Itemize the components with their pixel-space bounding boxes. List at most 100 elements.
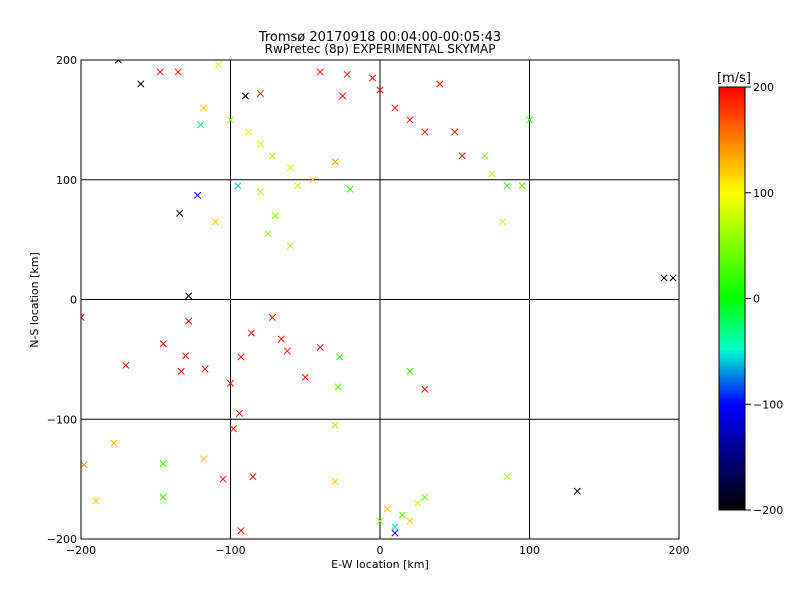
data-point bbox=[137, 80, 145, 88]
data-point bbox=[309, 176, 317, 184]
data-point bbox=[391, 529, 399, 537]
x-tick-label: 100 bbox=[519, 544, 540, 557]
data-point bbox=[159, 340, 167, 348]
data-point bbox=[159, 460, 167, 468]
data-point bbox=[277, 335, 285, 343]
data-point bbox=[406, 517, 414, 525]
data-point bbox=[669, 274, 677, 282]
y-tick-label: 100 bbox=[56, 174, 77, 187]
data-point bbox=[421, 493, 429, 501]
data-point bbox=[346, 185, 354, 193]
data-point bbox=[201, 365, 209, 373]
data-point bbox=[336, 353, 344, 361]
data-point bbox=[182, 352, 190, 360]
data-point bbox=[413, 499, 421, 507]
data-point bbox=[331, 421, 339, 429]
data-point bbox=[185, 292, 193, 300]
x-tick-label: 200 bbox=[669, 544, 690, 557]
data-point bbox=[331, 477, 339, 486]
data-point bbox=[197, 121, 205, 129]
data-point bbox=[237, 353, 245, 361]
data-point bbox=[503, 473, 511, 481]
data-point bbox=[286, 164, 294, 172]
data-point bbox=[406, 116, 414, 124]
data-point bbox=[368, 74, 377, 82]
y-axis: −200 −100 0 100 200 bbox=[47, 54, 77, 546]
y-axis-label: N-S location [km] bbox=[28, 252, 41, 348]
y-tick-label: 200 bbox=[56, 54, 77, 67]
data-point bbox=[256, 188, 264, 196]
data-point bbox=[264, 230, 272, 238]
x-axis: −200 −100 0 100 200 bbox=[66, 544, 690, 557]
data-point bbox=[488, 170, 496, 178]
chart-title: Tromsø 20170918 00:04:00-00:05:43 bbox=[258, 30, 501, 45]
data-point bbox=[234, 182, 242, 190]
data-point bbox=[268, 152, 276, 160]
colorbar-tick-label: −100 bbox=[753, 398, 783, 411]
data-point bbox=[235, 409, 244, 417]
data-point bbox=[376, 86, 384, 94]
data-point bbox=[391, 523, 399, 531]
data-point bbox=[226, 116, 235, 124]
data-point bbox=[241, 92, 250, 100]
data-point bbox=[122, 361, 130, 369]
data-point bbox=[316, 343, 324, 351]
y-tick-label: −100 bbox=[47, 413, 77, 426]
chart-subtitle: RwPretec (8p) EXPERIMENTAL SKYMAP bbox=[265, 42, 496, 56]
data-point bbox=[159, 493, 167, 501]
data-point bbox=[268, 313, 276, 322]
data-point bbox=[334, 383, 342, 391]
x-tick-label: −100 bbox=[215, 544, 245, 557]
data-point bbox=[194, 191, 202, 199]
plot-frame bbox=[80, 59, 680, 540]
data-point bbox=[249, 473, 257, 481]
data-point bbox=[660, 274, 668, 282]
data-point bbox=[200, 104, 208, 112]
colorbar-tick-label: 100 bbox=[753, 187, 774, 200]
data-point bbox=[200, 455, 208, 463]
data-point bbox=[256, 140, 264, 148]
data-point bbox=[174, 68, 182, 76]
colorbar-label: [m/s] bbox=[717, 71, 751, 86]
data-point bbox=[244, 128, 252, 136]
data-point bbox=[283, 347, 291, 355]
data-point bbox=[81, 313, 85, 322]
data-point bbox=[316, 68, 324, 76]
data-point bbox=[421, 385, 429, 393]
y-tick-label: −200 bbox=[47, 533, 77, 546]
data-point bbox=[211, 218, 220, 226]
data-point bbox=[525, 116, 534, 124]
x-axis-label: E-W location [km] bbox=[331, 558, 429, 571]
data-point bbox=[406, 367, 414, 375]
data-point bbox=[499, 218, 507, 226]
colorbar-ticks: 200 100 0 −100 −200 bbox=[745, 81, 783, 517]
colorbar-tick-label: 0 bbox=[753, 293, 760, 306]
data-point bbox=[177, 367, 185, 375]
data-point bbox=[343, 70, 351, 78]
data-points bbox=[81, 60, 677, 537]
data-point bbox=[81, 461, 88, 469]
data-point bbox=[331, 158, 339, 166]
data-point bbox=[156, 68, 164, 76]
data-point bbox=[481, 152, 489, 160]
data-point bbox=[247, 329, 255, 337]
grid-lines bbox=[81, 60, 679, 539]
data-point bbox=[518, 182, 526, 190]
data-point bbox=[214, 61, 223, 69]
data-point bbox=[301, 373, 309, 381]
data-point bbox=[398, 511, 406, 519]
data-point bbox=[451, 128, 459, 136]
data-point bbox=[114, 60, 122, 64]
data-point bbox=[286, 242, 294, 250]
data-point bbox=[229, 425, 238, 433]
data-point bbox=[226, 379, 235, 387]
data-point bbox=[110, 439, 118, 447]
y-tick-label: 0 bbox=[70, 294, 77, 307]
data-point bbox=[185, 317, 193, 325]
data-point bbox=[256, 89, 264, 98]
data-point bbox=[503, 182, 511, 190]
data-point bbox=[436, 80, 444, 88]
data-point bbox=[219, 475, 227, 483]
data-point bbox=[573, 487, 581, 495]
data-point bbox=[271, 212, 279, 220]
